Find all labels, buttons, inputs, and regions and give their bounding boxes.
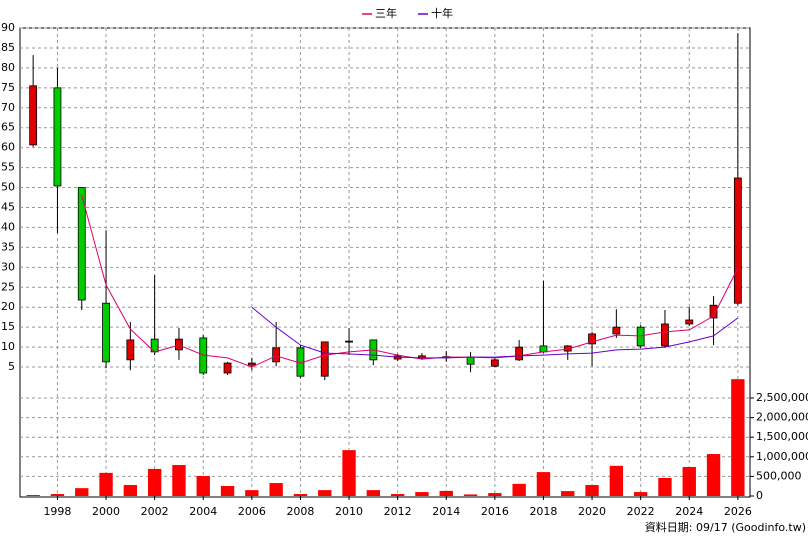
candle-body — [661, 323, 669, 347]
y-tick-label: 15 — [1, 320, 15, 333]
candle-body — [588, 333, 596, 345]
candle-body — [320, 341, 329, 377]
volume-bar — [609, 465, 624, 496]
x-tick-label: 2004 — [189, 505, 217, 518]
y-tick-label: 75 — [1, 81, 15, 94]
volume-bar — [99, 472, 113, 496]
x-tick-label: 2014 — [432, 505, 460, 518]
y2-tick-label: 500,000 — [756, 469, 802, 482]
candle-body — [539, 345, 548, 353]
plot-frame — [19, 27, 751, 498]
x-tick-label: 2008 — [286, 505, 314, 518]
volume-bar — [147, 468, 162, 496]
legend-label: 十年 — [431, 6, 453, 20]
volume-bar — [75, 488, 89, 496]
volume-bar — [220, 486, 235, 496]
y-tick-label: 85 — [1, 41, 15, 54]
candle-body — [636, 326, 645, 347]
x-tick-label: 2010 — [335, 505, 363, 518]
volume-bar — [415, 492, 429, 496]
volume-bar — [26, 495, 40, 496]
volume-bar — [439, 490, 453, 496]
volume-bar — [342, 450, 356, 496]
candle-body — [685, 319, 694, 325]
y2-tick-label: 0 — [756, 489, 763, 502]
y2-tick-label: 2,000,000 — [756, 411, 808, 424]
candle-body — [709, 304, 718, 319]
y-tick-label: 5 — [8, 360, 15, 373]
volume-bar — [269, 483, 283, 496]
volume-bar — [318, 490, 332, 496]
volume-bar — [512, 483, 526, 496]
y2-tick-label: 1,000,000 — [756, 450, 808, 463]
volume-bar — [366, 490, 381, 496]
candle-body — [515, 346, 524, 361]
volume-bar — [682, 466, 696, 496]
source-note: 資料日期: 09/17 (Goodinfo.tw) — [645, 520, 806, 534]
y-tick-label: 90 — [1, 21, 15, 34]
candle-body — [247, 362, 256, 366]
candle-body — [612, 326, 621, 335]
volume-bar — [390, 494, 405, 496]
y-tick-label: 70 — [1, 101, 15, 114]
volume-bar — [293, 494, 308, 496]
candle-body — [29, 85, 38, 146]
x-tick-label: 2002 — [141, 505, 169, 518]
candle-body — [345, 340, 353, 343]
x-tick-label: 2000 — [92, 505, 120, 518]
y2-tick-label: 1,500,000 — [756, 430, 808, 443]
volume-bar — [463, 494, 478, 496]
volume-bar — [488, 493, 502, 496]
candle-body — [490, 359, 499, 367]
volume-bar — [585, 485, 599, 496]
candle-body — [223, 362, 232, 374]
y-tick-label: 40 — [1, 220, 15, 233]
y-tick-label: 20 — [1, 300, 15, 313]
volume-bar — [633, 492, 648, 496]
x-tick-label: 2020 — [578, 505, 606, 518]
x-tick-label: 2026 — [724, 505, 752, 518]
y-tick-label: 65 — [1, 121, 15, 134]
volume-bar — [196, 476, 210, 496]
candle-body — [733, 177, 742, 304]
y-tick-label: 30 — [1, 260, 15, 273]
y-tick-label: 80 — [1, 61, 15, 74]
volume-bar — [706, 454, 721, 496]
y-tick-label: 10 — [1, 340, 15, 353]
x-tick-label: 1998 — [43, 505, 71, 518]
volume-bar — [731, 379, 745, 496]
legend-label: 三年 — [375, 6, 397, 20]
volume-bar — [245, 490, 259, 496]
y-tick-label: 45 — [1, 200, 15, 213]
volume-bar — [172, 465, 186, 496]
volume-bar — [123, 485, 138, 496]
y-tick-label: 55 — [1, 161, 15, 174]
volume-bar — [561, 491, 575, 496]
candle-body — [466, 356, 475, 365]
volume-bar — [536, 472, 551, 496]
y-tick-label: 35 — [1, 240, 15, 253]
x-tick-label: 2022 — [627, 505, 655, 518]
candle-body — [77, 187, 86, 301]
x-tick-label: 2012 — [384, 505, 412, 518]
candle-body — [126, 339, 135, 361]
x-tick-label: 2018 — [529, 505, 557, 518]
volume-bar — [658, 477, 672, 496]
y-tick-label: 60 — [1, 141, 15, 154]
candle-body — [175, 338, 183, 351]
x-tick-label: 2006 — [238, 505, 266, 518]
y-tick-label: 50 — [1, 181, 15, 194]
volume-bar — [50, 494, 65, 496]
candle-body — [272, 347, 281, 363]
x-tick-label: 2016 — [481, 505, 509, 518]
ma-line — [251, 306, 739, 359]
x-tick-label: 2024 — [675, 505, 703, 518]
y2-tick-label: 2,500,000 — [756, 391, 808, 404]
y-tick-label: 25 — [1, 280, 15, 293]
candle-body — [102, 302, 110, 363]
candle-body — [53, 87, 62, 187]
